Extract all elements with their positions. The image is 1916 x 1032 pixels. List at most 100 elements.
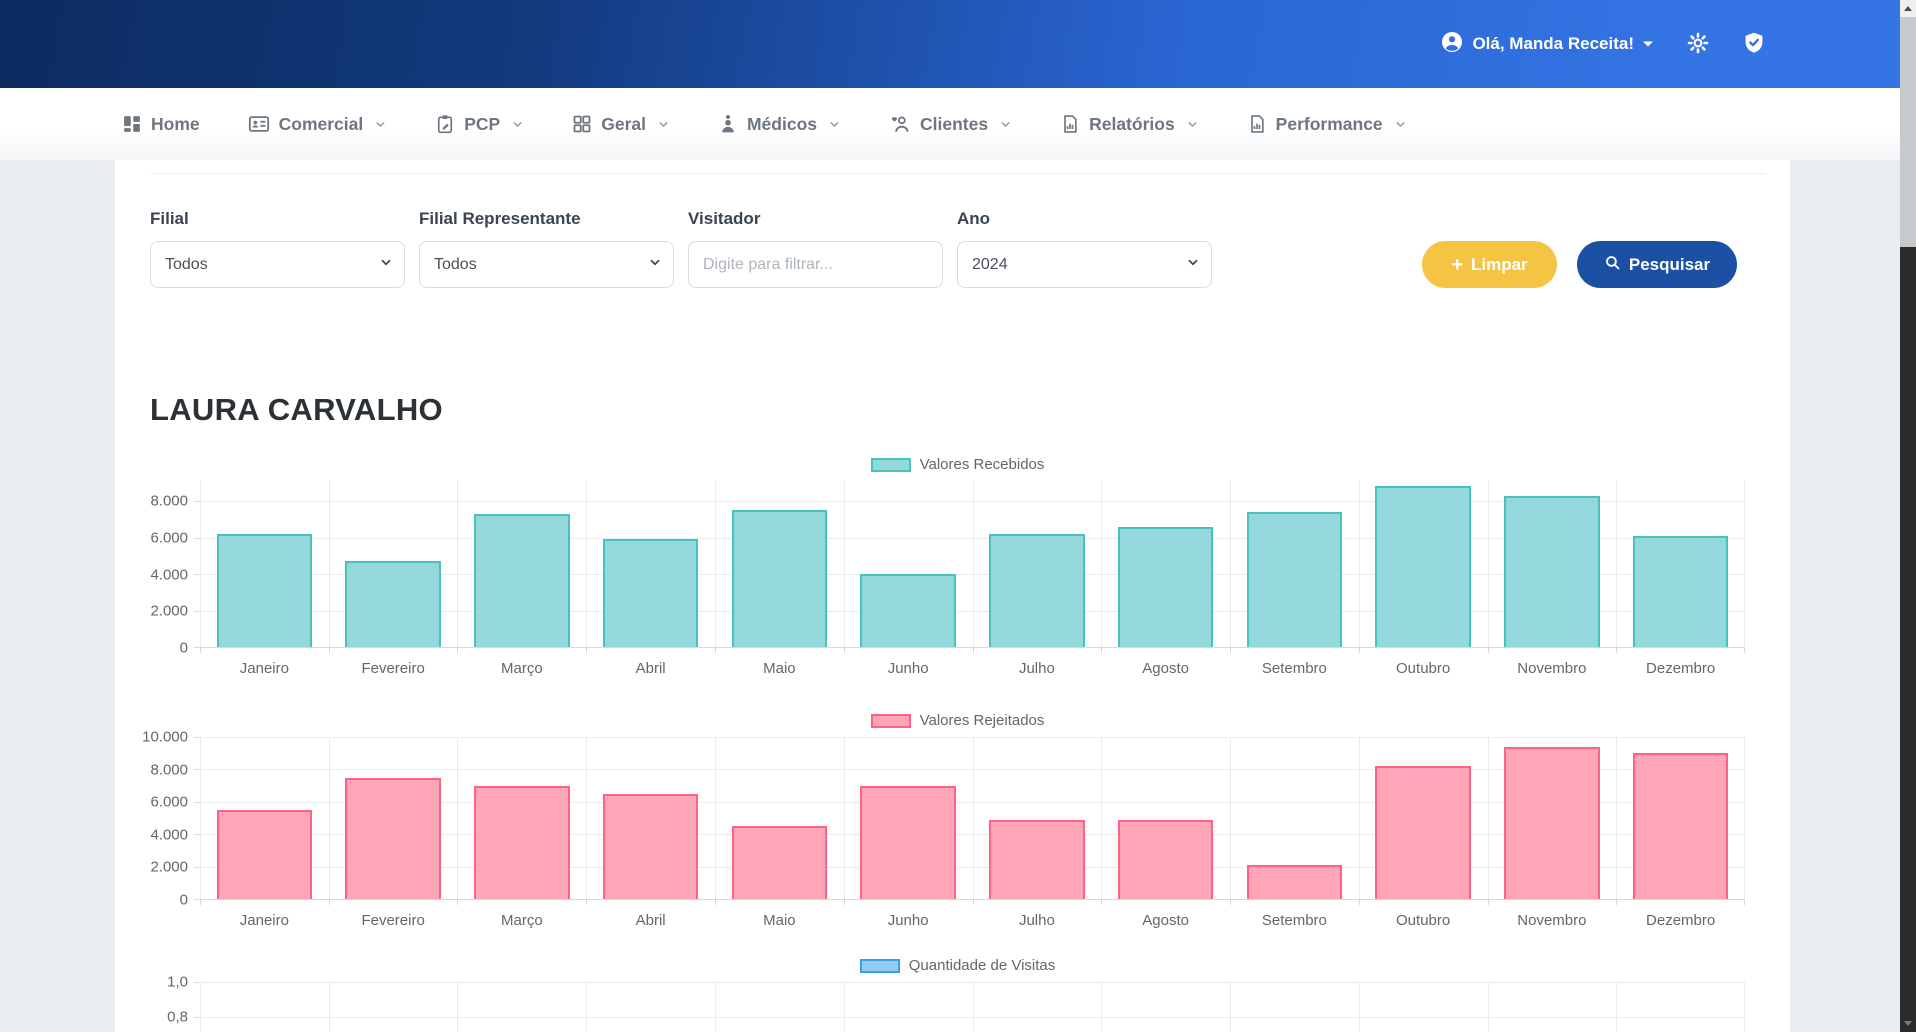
y-tick-label: 8.000: [150, 761, 188, 778]
filter-field-filial: FilialTodos: [150, 209, 405, 288]
nav-item-comercial[interactable]: Comercial: [248, 113, 388, 135]
x-axis-labels: JaneiroFevereiroMarçoAbrilMaioJunhoJulho…: [200, 660, 1745, 677]
filter-label: Filial Representante: [419, 209, 674, 229]
dashboard-icon: [122, 114, 142, 134]
bar-fevereiro: [345, 561, 440, 647]
chart-legend[interactable]: Valores Rejeitados: [150, 712, 1765, 729]
y-tick-label: 2.000: [150, 859, 188, 876]
chart-legend[interactable]: Quantidade de Visitas: [150, 957, 1765, 974]
nav-item-geral[interactable]: Geral: [572, 114, 670, 135]
y-tick-label: 0,8: [167, 1009, 188, 1026]
chart-3: Quantidade de Visitas00,20,40,60,81,0Jan…: [150, 957, 1765, 1032]
doctor-icon: [718, 114, 738, 134]
caret-down-icon: [1642, 35, 1654, 53]
legend-swatch: [871, 458, 911, 472]
x-axis-labels: JaneiroFevereiroMarçoAbrilMaioJunhoJulho…: [200, 912, 1745, 929]
x-tick-label: Abril: [586, 912, 715, 929]
nav-item-relatorios[interactable]: Relatórios: [1060, 114, 1199, 135]
chart-2: Valores Rejeitados02.0004.0006.0008.0001…: [150, 712, 1765, 929]
bar-fevereiro: [345, 778, 440, 900]
clients-icon: [889, 113, 911, 135]
x-tick-label: Abril: [586, 660, 715, 677]
user-menu[interactable]: Olá, Manda Receita!: [1440, 30, 1654, 59]
nav-item-pcp[interactable]: PCP: [435, 114, 524, 135]
chart-1: Valores Recebidos02.0004.0006.0008.000Ja…: [150, 456, 1765, 677]
y-tick-label: 10.000: [142, 729, 188, 746]
ano-select[interactable]: 2024: [957, 241, 1212, 288]
filter-field-ano: Ano2024: [957, 209, 1212, 288]
triangle-up-icon: [1904, 6, 1912, 11]
plus-icon: +: [1451, 255, 1463, 275]
nav-item-label: Geral: [601, 114, 646, 135]
nav-item-home[interactable]: Home: [122, 114, 200, 135]
filial-representante-select[interactable]: Todos: [419, 241, 674, 288]
chevron-down-icon: [1394, 118, 1407, 131]
bar-setembro: [1247, 512, 1342, 647]
search-icon: [1604, 254, 1621, 276]
bar-outubro: [1375, 486, 1470, 647]
scroll-down-button[interactable]: [1900, 1015, 1916, 1032]
scrollbar-thumb[interactable]: [1900, 17, 1916, 247]
filter-field-filial-representante: Filial Representante Todos: [419, 209, 674, 288]
bar-agosto: [1118, 527, 1213, 647]
x-tick-label: Outubro: [1359, 912, 1488, 929]
nav-item-label: Médicos: [747, 114, 817, 135]
legend-swatch: [871, 714, 911, 728]
bar-dezembro: [1633, 753, 1728, 899]
page-title: LAURA CARVALHO: [150, 392, 1765, 428]
bar-maio: [732, 510, 827, 647]
bar-setembro: [1247, 865, 1342, 899]
y-tick-label: 1,0: [167, 974, 188, 991]
x-tick-label: Julho: [973, 912, 1102, 929]
bar-marco: [474, 514, 569, 647]
chevron-down-icon: [828, 118, 841, 131]
y-axis: 02.0004.0006.0008.00010.000: [150, 737, 200, 900]
legend-label: Quantidade de Visitas: [909, 957, 1056, 974]
nav-item-label: Performance: [1276, 114, 1383, 135]
pesquisar-button[interactable]: Pesquisar: [1577, 241, 1737, 288]
scroll-up-button[interactable]: [1900, 0, 1916, 17]
chart-legend[interactable]: Valores Recebidos: [150, 456, 1765, 473]
scrollbar[interactable]: [1900, 0, 1916, 1032]
chevron-down-icon: [999, 118, 1012, 131]
filter-label: Visitador: [688, 209, 943, 229]
chevron-down-icon: [657, 118, 670, 131]
user-circle-icon: [1440, 30, 1464, 59]
plot-area: [200, 737, 1745, 900]
x-tick-label: Julho: [973, 660, 1102, 677]
filter-bar: FilialTodos Filial Representante Todos Visi…: [150, 209, 1765, 288]
visitador-input[interactable]: [688, 241, 943, 288]
nav-item-clientes[interactable]: Clientes: [889, 113, 1012, 135]
x-tick-label: Setembro: [1230, 912, 1359, 929]
filial-select[interactable]: Todos: [150, 241, 405, 288]
nav-item-medicos[interactable]: Médicos: [718, 114, 841, 135]
bar-julho: [989, 534, 1084, 647]
gear-icon: [1686, 31, 1710, 58]
content-area: FilialTodos Filial Representante Todos Visi…: [0, 160, 1916, 1032]
limpar-button[interactable]: + Limpar: [1422, 241, 1557, 288]
bar-junho: [860, 574, 955, 647]
settings-button[interactable]: [1686, 31, 1710, 58]
y-tick-label: 0: [180, 892, 188, 909]
security-button[interactable]: [1742, 31, 1766, 58]
shield-check-icon: [1742, 31, 1766, 58]
y-tick-label: 6.000: [150, 794, 188, 811]
x-tick-label: Março: [458, 660, 587, 677]
nav-item-label: Clientes: [920, 114, 988, 135]
grid-icon: [572, 114, 592, 134]
x-tick-label: Janeiro: [200, 660, 329, 677]
bar-dezembro: [1633, 536, 1728, 647]
x-tick-label: Novembro: [1488, 912, 1617, 929]
report-icon: [1247, 114, 1267, 134]
chevron-down-icon: [374, 118, 387, 131]
bar-agosto: [1118, 820, 1213, 899]
nav-item-performance[interactable]: Performance: [1247, 114, 1407, 135]
bar-julho: [989, 820, 1084, 899]
x-tick-label: Dezembro: [1616, 912, 1745, 929]
bar-abril: [603, 794, 698, 899]
y-tick-label: 4.000: [150, 826, 188, 843]
x-tick-label: Março: [458, 912, 587, 929]
filter-actions: + Limpar Pesquisar: [1422, 241, 1737, 288]
x-tick-label: Janeiro: [200, 912, 329, 929]
nav-item-label: Home: [151, 114, 200, 135]
